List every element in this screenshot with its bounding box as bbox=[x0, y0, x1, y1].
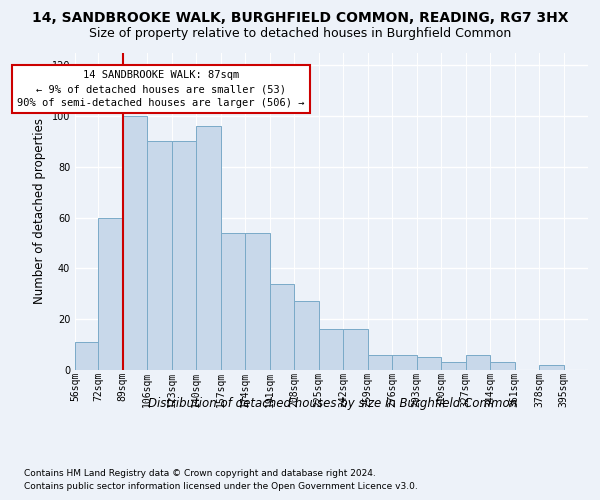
Bar bbox=[466, 355, 490, 370]
Bar bbox=[294, 302, 319, 370]
Bar bbox=[319, 330, 343, 370]
Bar bbox=[441, 362, 466, 370]
Bar bbox=[122, 116, 147, 370]
Text: Contains public sector information licensed under the Open Government Licence v3: Contains public sector information licen… bbox=[24, 482, 418, 491]
Text: 14 SANDBROOKE WALK: 87sqm
← 9% of detached houses are smaller (53)
90% of semi-d: 14 SANDBROOKE WALK: 87sqm ← 9% of detach… bbox=[17, 70, 304, 108]
Text: 14, SANDBROOKE WALK, BURGHFIELD COMMON, READING, RG7 3HX: 14, SANDBROOKE WALK, BURGHFIELD COMMON, … bbox=[32, 11, 568, 25]
Text: Contains HM Land Registry data © Crown copyright and database right 2024.: Contains HM Land Registry data © Crown c… bbox=[24, 469, 376, 478]
Bar bbox=[147, 142, 172, 370]
Bar bbox=[75, 342, 100, 370]
Y-axis label: Number of detached properties: Number of detached properties bbox=[33, 118, 46, 304]
Bar bbox=[416, 358, 441, 370]
Bar bbox=[269, 284, 294, 370]
Bar bbox=[245, 233, 269, 370]
Text: Distribution of detached houses by size in Burghfield Common: Distribution of detached houses by size … bbox=[148, 398, 518, 410]
Bar bbox=[343, 330, 368, 370]
Bar bbox=[539, 365, 563, 370]
Bar bbox=[172, 142, 196, 370]
Bar bbox=[98, 218, 122, 370]
Bar bbox=[221, 233, 245, 370]
Bar bbox=[490, 362, 515, 370]
Bar bbox=[392, 355, 416, 370]
Bar bbox=[196, 126, 221, 370]
Bar bbox=[368, 355, 392, 370]
Text: Size of property relative to detached houses in Burghfield Common: Size of property relative to detached ho… bbox=[89, 28, 511, 40]
